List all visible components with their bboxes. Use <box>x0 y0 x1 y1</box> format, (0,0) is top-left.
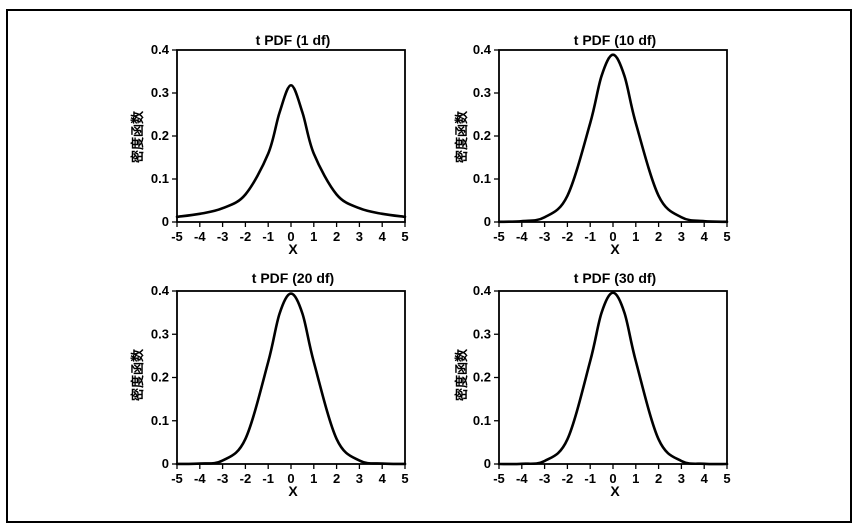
x-tick-label: 4 <box>379 471 387 486</box>
chart-title: t PDF (10 df) <box>574 32 656 48</box>
plot-area: -5 -4 -3 -2 -1 0 1 2 3 4 5 0 0.1 0.2 0.3 0.4 <box>151 283 409 486</box>
x-tick-label: 5 <box>401 471 408 486</box>
x-tick-label: -2 <box>240 471 252 486</box>
x-tick-label: 2 <box>333 229 340 244</box>
x-tick-label: -3 <box>217 471 229 486</box>
x-tick-label: -3 <box>217 229 229 244</box>
x-tick-label: -1 <box>584 229 596 244</box>
x-tick-label: 5 <box>723 229 730 244</box>
y-tick-label: 0 <box>162 214 169 229</box>
x-tick-label: -3 <box>539 471 551 486</box>
x-tick-label: -4 <box>194 471 206 486</box>
x-tick-label: -5 <box>171 471 183 486</box>
x-tick-label: 1 <box>632 471 639 486</box>
x-tick-label: -2 <box>562 229 574 244</box>
y-tick-label: 0.3 <box>473 85 491 100</box>
x-tick-label: 1 <box>632 229 639 244</box>
y-tick-label: 0.2 <box>151 370 169 385</box>
y-axis-label: 密度函数 <box>130 110 145 164</box>
y-tick-label: 0.1 <box>473 171 491 186</box>
y-tick-label: 0.4 <box>151 42 170 57</box>
density-curve <box>497 291 729 466</box>
chart-title: t PDF (1 df) <box>256 32 331 48</box>
x-tick-label: -1 <box>584 471 596 486</box>
plot-area: -5 -4 -3 -2 -1 0 1 2 3 4 5 0 0.1 0.2 0.3 0.4 <box>473 283 731 486</box>
x-tick-label: 4 <box>379 229 387 244</box>
x-tick-label: 0 <box>287 229 294 244</box>
chart-grid: t PDF (1 df) X 密度函数 -5 -4 -3 -2 -1 0 1 2 3 4 500.1… <box>130 32 731 499</box>
chart-title: t PDF (30 df) <box>574 270 656 286</box>
x-tick-label: 1 <box>310 471 317 486</box>
y-tick-label: 0 <box>162 456 169 471</box>
x-tick-label: 4 <box>701 229 709 244</box>
y-tick-label: 0.1 <box>151 171 169 186</box>
plot-area: -5 -4 -3 -2 -1 0 1 2 3 4 5 0 0.1 0.2 0.3 0.4 <box>151 42 409 244</box>
y-tick-label: 0.2 <box>473 370 491 385</box>
x-tick-label: 0 <box>609 471 616 486</box>
x-axis-label: X <box>610 483 620 499</box>
chart-panel-4: t PDF (30 df) X 密度函数 -5 -4 -3 -2 -1 0 1 2 3 4 5 0 0.… <box>454 270 731 499</box>
x-tick-label: 1 <box>310 229 317 244</box>
x-tick-label: 4 <box>701 471 709 486</box>
y-axis-label: 密度函数 <box>454 348 469 402</box>
x-tick-label: 2 <box>333 471 340 486</box>
x-tick-label: -5 <box>493 229 505 244</box>
x-tick-label: 5 <box>401 229 408 244</box>
y-axis-label: 密度函数 <box>130 348 145 402</box>
x-tick-label: 3 <box>678 229 685 244</box>
y-tick-label: 0.3 <box>151 85 169 100</box>
y-tick-label: 0.1 <box>473 413 491 428</box>
density-curve <box>175 83 407 219</box>
chart-panel-2: t PDF (10 df) X 密度函数 -5 -4 -3 -2 -1 0 1 2 3 4 5 0 0.… <box>454 32 731 257</box>
x-tick-label: 2 <box>655 229 662 244</box>
figure-border <box>6 9 852 523</box>
y-tick-label: 0.3 <box>151 326 169 341</box>
chart-panel-3: t PDF (20 df) X 密度函数 -5 -4 -3 -2 -1 0 1 2 3 4 5 0 0.… <box>130 270 409 499</box>
x-tick-label: -2 <box>562 471 574 486</box>
y-tick-label: 0.4 <box>473 42 492 57</box>
x-axis-label: X <box>288 483 298 499</box>
x-tick-label: -1 <box>262 471 274 486</box>
y-axis-label: 密度函数 <box>454 110 469 164</box>
x-tick-label: -2 <box>240 229 252 244</box>
y-tick-label: 0.3 <box>473 326 491 341</box>
y-tick-label: 0.1 <box>151 413 169 428</box>
density-curve <box>497 53 729 224</box>
y-tick-label: 0.4 <box>151 283 170 298</box>
x-tick-label: 3 <box>356 229 363 244</box>
x-tick-label: 0 <box>287 471 294 486</box>
x-axis-label: X <box>288 241 298 257</box>
x-tick-label: -5 <box>493 471 505 486</box>
y-tick-label: 0 <box>484 214 491 229</box>
x-tick-label: 0 <box>609 229 616 244</box>
chart-panel-1: t PDF (1 df) X 密度函数 -5 -4 -3 -2 -1 0 1 2 3 4 5 0 0.1… <box>130 32 409 257</box>
x-tick-label: -5 <box>171 229 183 244</box>
y-tick-label: 0 <box>484 456 491 471</box>
x-tick-label: 3 <box>678 471 685 486</box>
x-tick-label: -4 <box>516 471 528 486</box>
plot-area: -5 -4 -3 -2 -1 0 1 2 3 4 5 0 0.1 0.2 0.3 0.4 <box>473 42 731 244</box>
x-tick-label: -3 <box>539 229 551 244</box>
x-tick-label: -1 <box>262 229 274 244</box>
x-axis-label: X <box>610 241 620 257</box>
x-tick-label: -4 <box>194 229 206 244</box>
chart-title: t PDF (20 df) <box>252 270 334 286</box>
y-tick-label: 0.2 <box>151 128 169 143</box>
y-tick-label: 0.4 <box>473 283 492 298</box>
x-tick-label: -4 <box>516 229 528 244</box>
y-tick-label: 0.2 <box>473 128 491 143</box>
density-curve <box>175 292 407 466</box>
x-tick-label: 5 <box>723 471 730 486</box>
x-tick-label: 2 <box>655 471 662 486</box>
x-tick-label: 3 <box>356 471 363 486</box>
